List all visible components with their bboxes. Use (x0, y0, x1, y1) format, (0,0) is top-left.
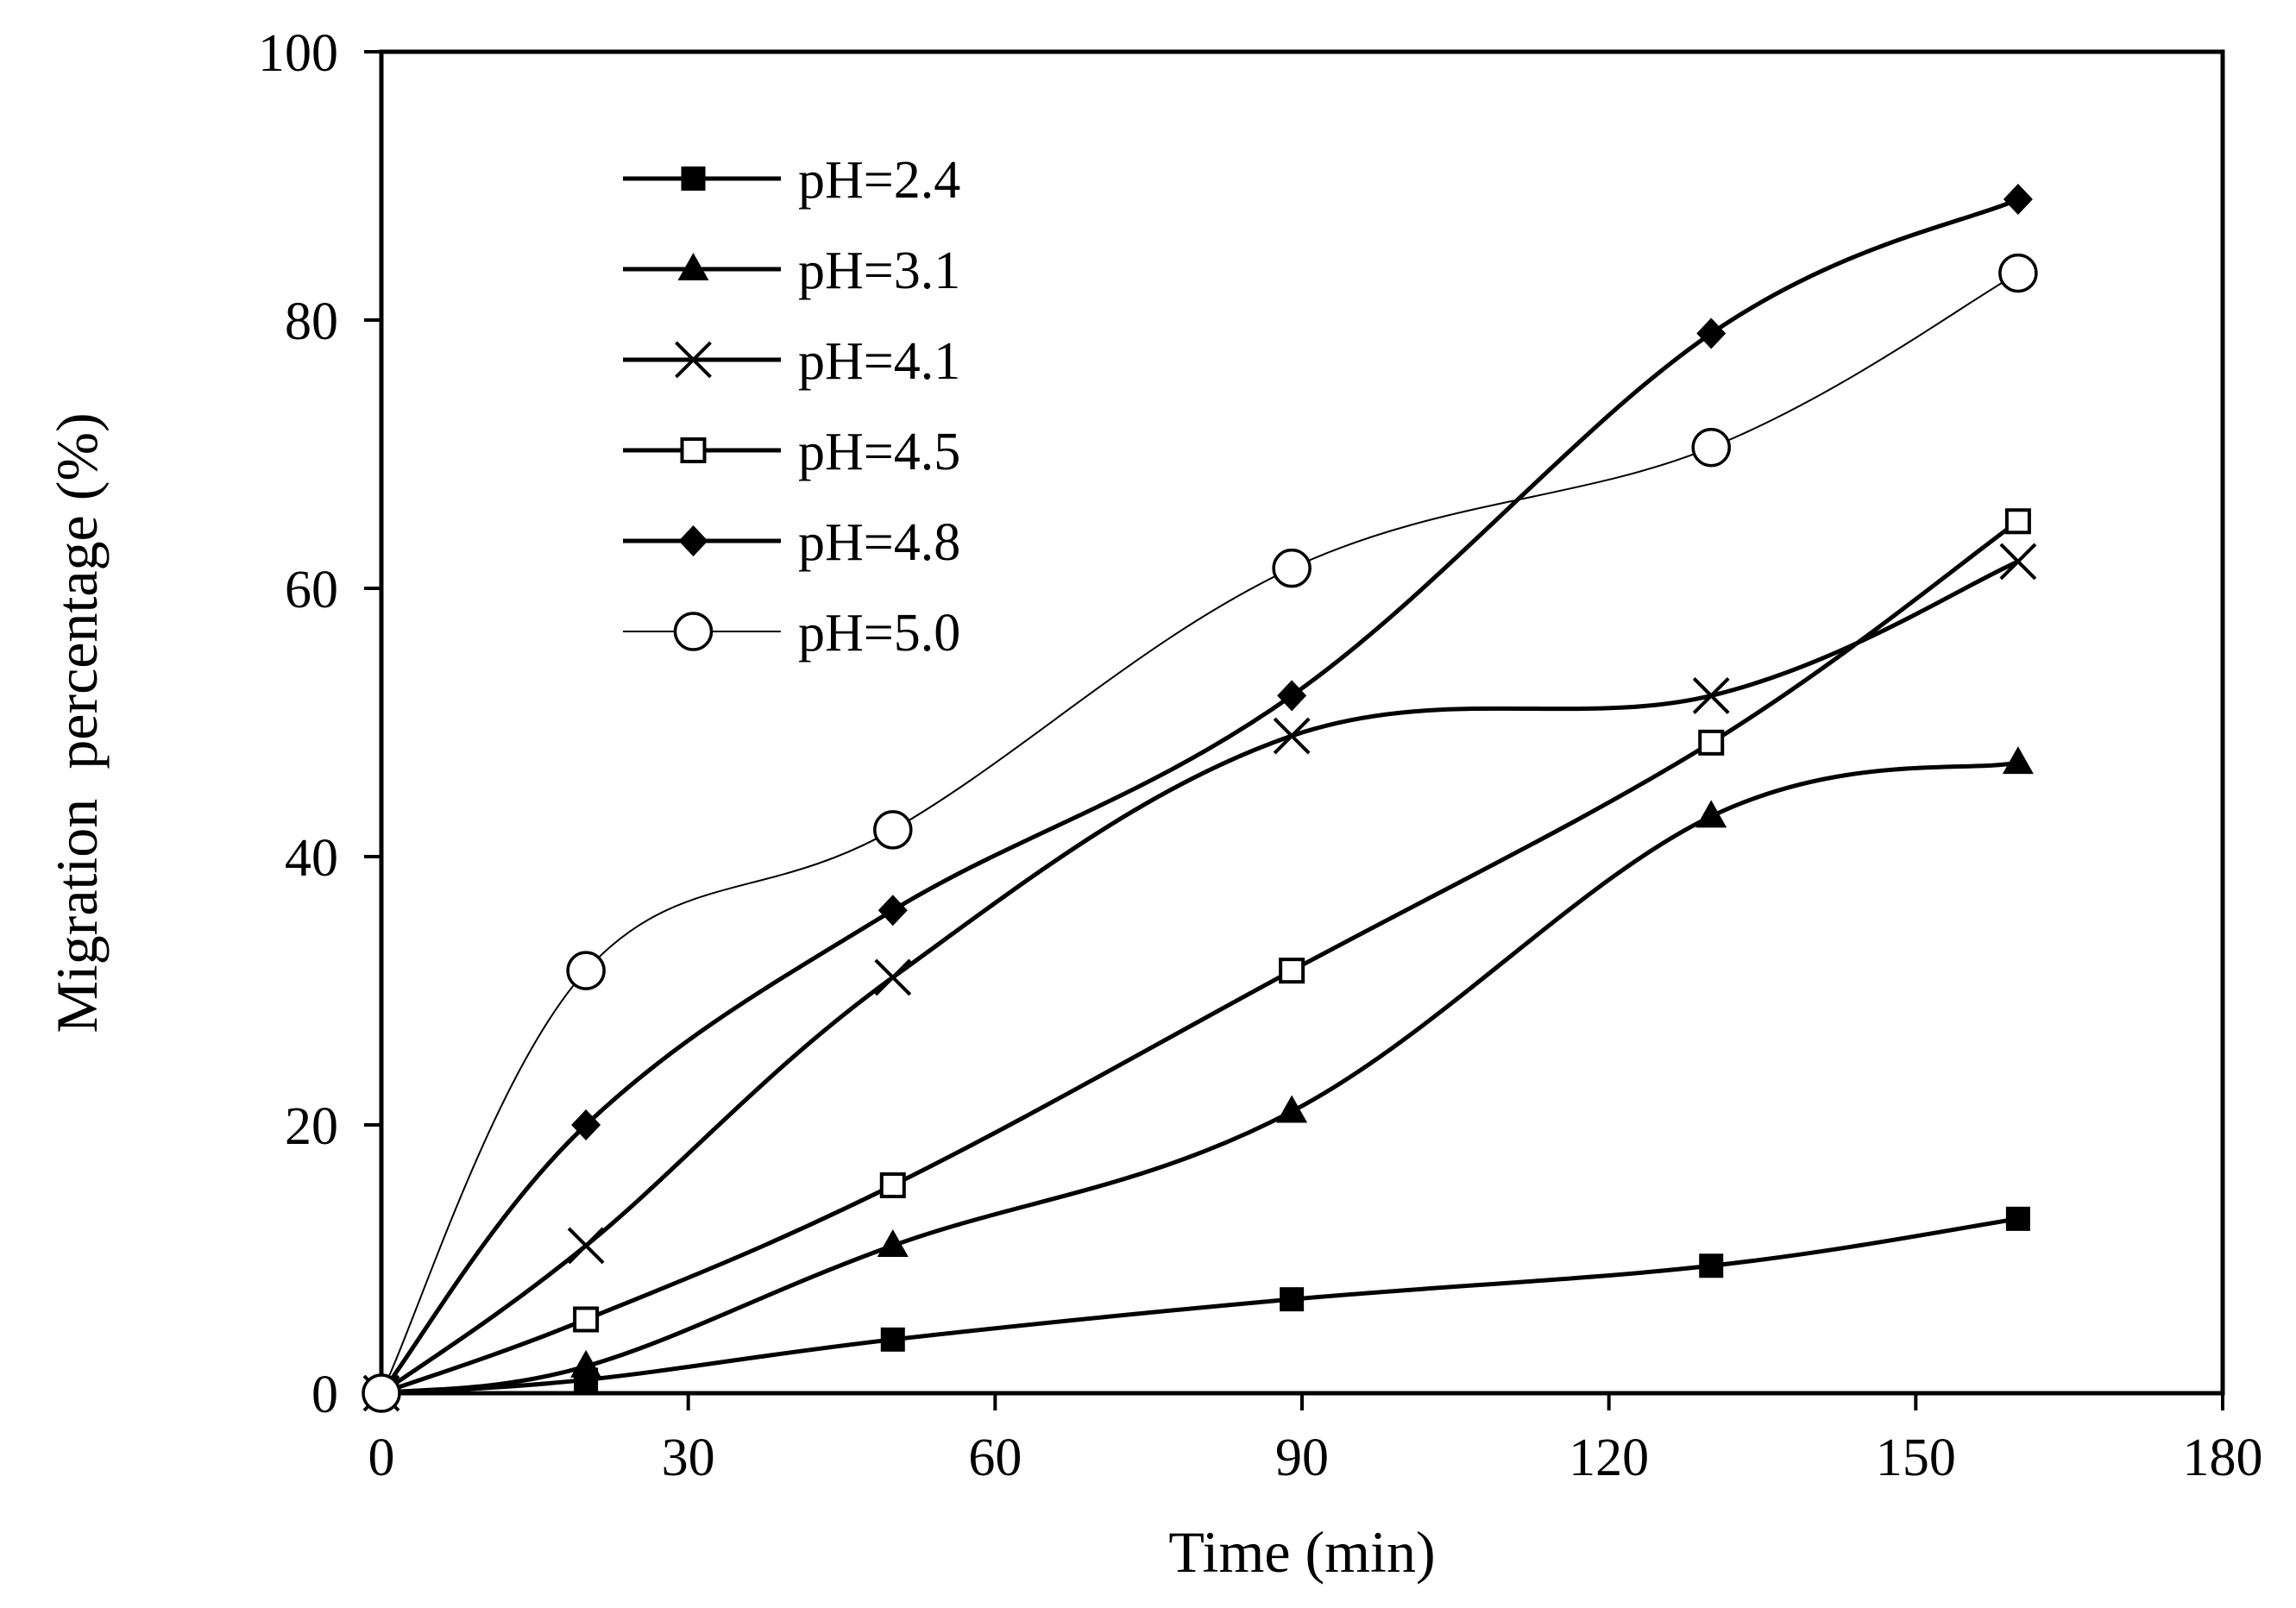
plot-frame (379, 49, 2225, 1396)
data-point (2002, 746, 2034, 775)
legend-marker (680, 437, 707, 463)
legend-item: pH=5.0 (623, 604, 960, 663)
series-pH=4.8 (367, 184, 2033, 1409)
series-pH=2.4 (369, 1206, 2030, 1405)
legend: pH=2.4 pH=3.1 pH=4.1 pH=4.5 pH=4.8 pH=5.0 (623, 151, 960, 663)
data-point (879, 1171, 906, 1198)
x-tick-label: 180 (2183, 1429, 2263, 1487)
series-pH=4.1 (362, 543, 2037, 1412)
y-axis-title: Migration percentage (%) (44, 412, 110, 1033)
legend-item: pH=4.1 (623, 332, 960, 391)
legend-label: pH=2.4 (798, 151, 960, 210)
legend-item: pH=4.8 (623, 513, 960, 572)
data-point (570, 1349, 602, 1378)
data-point (362, 1373, 401, 1413)
series-pH=4.5 (368, 508, 2031, 1406)
y-tick-label: 20 (285, 1097, 338, 1156)
series-line (380, 197, 2019, 1395)
data-point (877, 1228, 909, 1257)
legend-item: pH=2.4 (623, 151, 960, 210)
legend-label: pH=4.8 (798, 513, 960, 572)
data-point (878, 895, 908, 926)
y-tick-label: 60 (285, 561, 338, 619)
data-point (880, 1327, 905, 1352)
legend-label: pH=4.5 (798, 423, 960, 481)
data-point (2004, 508, 2031, 535)
data-point (2005, 1206, 2030, 1231)
legend-item: pH=3.1 (623, 242, 960, 300)
x-tick-label: 120 (1569, 1429, 1649, 1487)
x-tick-label: 30 (662, 1429, 715, 1487)
data-point (1273, 717, 1311, 755)
data-point (567, 1227, 605, 1265)
y-tick-label: 40 (285, 829, 338, 888)
data-point (1280, 1287, 1305, 1312)
legend-marker (675, 341, 712, 379)
series-pH=5.0 (362, 253, 2038, 1413)
data-point (1699, 1253, 1724, 1278)
x-tick-label: 90 (1275, 1429, 1329, 1487)
legend-marker (681, 166, 706, 191)
data-point (573, 1306, 600, 1333)
series-line (381, 519, 2020, 1396)
x-tick-label: 150 (1876, 1429, 1956, 1487)
legend-marker (673, 612, 714, 651)
data-point (1279, 958, 1305, 984)
y-axis-ticks: 0 20 40 60 80 100 (258, 24, 381, 1424)
x-axis-title: Time (min) (1168, 1519, 1435, 1585)
legend-label: pH=4.1 (798, 332, 960, 391)
data-point (873, 810, 913, 850)
data-point (1696, 317, 1727, 349)
data-point (1276, 1095, 1308, 1123)
legend-marker (677, 253, 709, 280)
data-point (571, 1109, 601, 1140)
y-tick-label: 80 (285, 292, 338, 351)
data-point (1698, 729, 1725, 756)
data-point (1695, 800, 1727, 828)
legend-marker (678, 525, 708, 556)
x-axis-ticks: 0 30 60 90 120 150 180 (368, 1393, 2263, 1487)
series-layer (362, 184, 2038, 1413)
data-point (1692, 676, 1730, 714)
legend-label: pH=3.1 (798, 242, 960, 300)
legend-label: pH=5.0 (798, 604, 960, 663)
series-line (380, 559, 2019, 1396)
data-point (1277, 680, 1307, 712)
series-line (381, 272, 2019, 1394)
y-tick-label: 100 (258, 24, 338, 83)
y-tick-label: 0 (311, 1366, 338, 1424)
x-tick-label: 60 (968, 1429, 1022, 1487)
series-line (381, 1216, 2019, 1396)
data-point (2003, 184, 2033, 216)
legend-item: pH=4.5 (623, 423, 960, 481)
data-point (566, 951, 606, 990)
data-point (1998, 253, 2038, 293)
data-point (874, 958, 912, 996)
data-point (1999, 543, 2037, 581)
series-line (381, 760, 2019, 1396)
data-point (1691, 427, 1731, 468)
x-tick-label: 0 (368, 1429, 395, 1487)
data-point (1272, 548, 1312, 588)
